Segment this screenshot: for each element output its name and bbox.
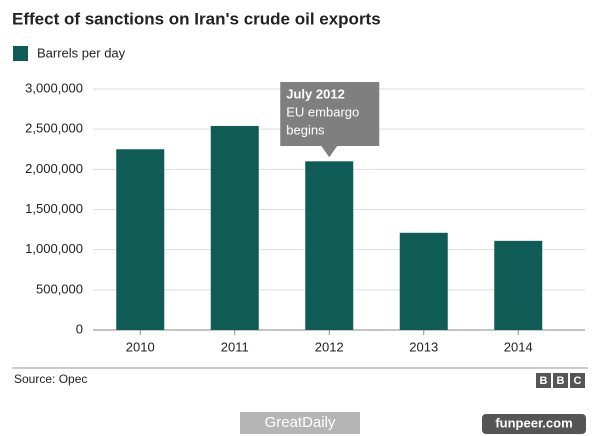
- watermark: funpeer.com: [495, 415, 572, 430]
- annotation-text: begins: [286, 122, 325, 137]
- bar: [210, 125, 259, 330]
- logo-letter: B: [540, 375, 548, 387]
- x-tick-label: 2014: [504, 339, 533, 354]
- bar: [116, 149, 165, 330]
- watermark: GreatDaily: [265, 414, 336, 431]
- annotation-text: July 2012: [286, 86, 345, 101]
- annotation-box: [280, 82, 380, 158]
- watermark-box: [482, 414, 586, 434]
- x-tick-label: 2010: [126, 339, 155, 354]
- x-tick-label: 2012: [315, 339, 344, 354]
- y-tick-label: 1,000,000: [25, 241, 83, 256]
- legend-label: Barrels per day: [37, 45, 126, 60]
- watermark-box: [240, 412, 360, 434]
- y-tick-label: 3,000,000: [25, 80, 83, 95]
- x-tick-label: 2011: [221, 339, 249, 354]
- y-tick-label: 1,500,000: [25, 201, 83, 216]
- annotation-text: EU embargo: [286, 104, 359, 119]
- source: Source: Opec: [14, 372, 87, 386]
- logo-letter: C: [574, 375, 582, 387]
- y-tick-label: 2,000,000: [25, 161, 83, 176]
- bar: [399, 232, 448, 330]
- y-tick-label: 2,500,000: [25, 121, 83, 136]
- bar: [305, 161, 354, 330]
- y-tick-label: 0: [76, 321, 83, 336]
- y-tick-label: 500,000: [36, 281, 83, 296]
- x-tick-label: 2013: [409, 339, 438, 354]
- logo-box: [553, 373, 568, 388]
- chart-title: Effect of sanctions on Iran's crude oil …: [12, 9, 381, 28]
- logo-box: [536, 373, 551, 388]
- legend-swatch: [13, 46, 28, 61]
- logo-box: [570, 373, 585, 388]
- bar: [494, 240, 543, 330]
- logo-letter: B: [557, 375, 565, 387]
